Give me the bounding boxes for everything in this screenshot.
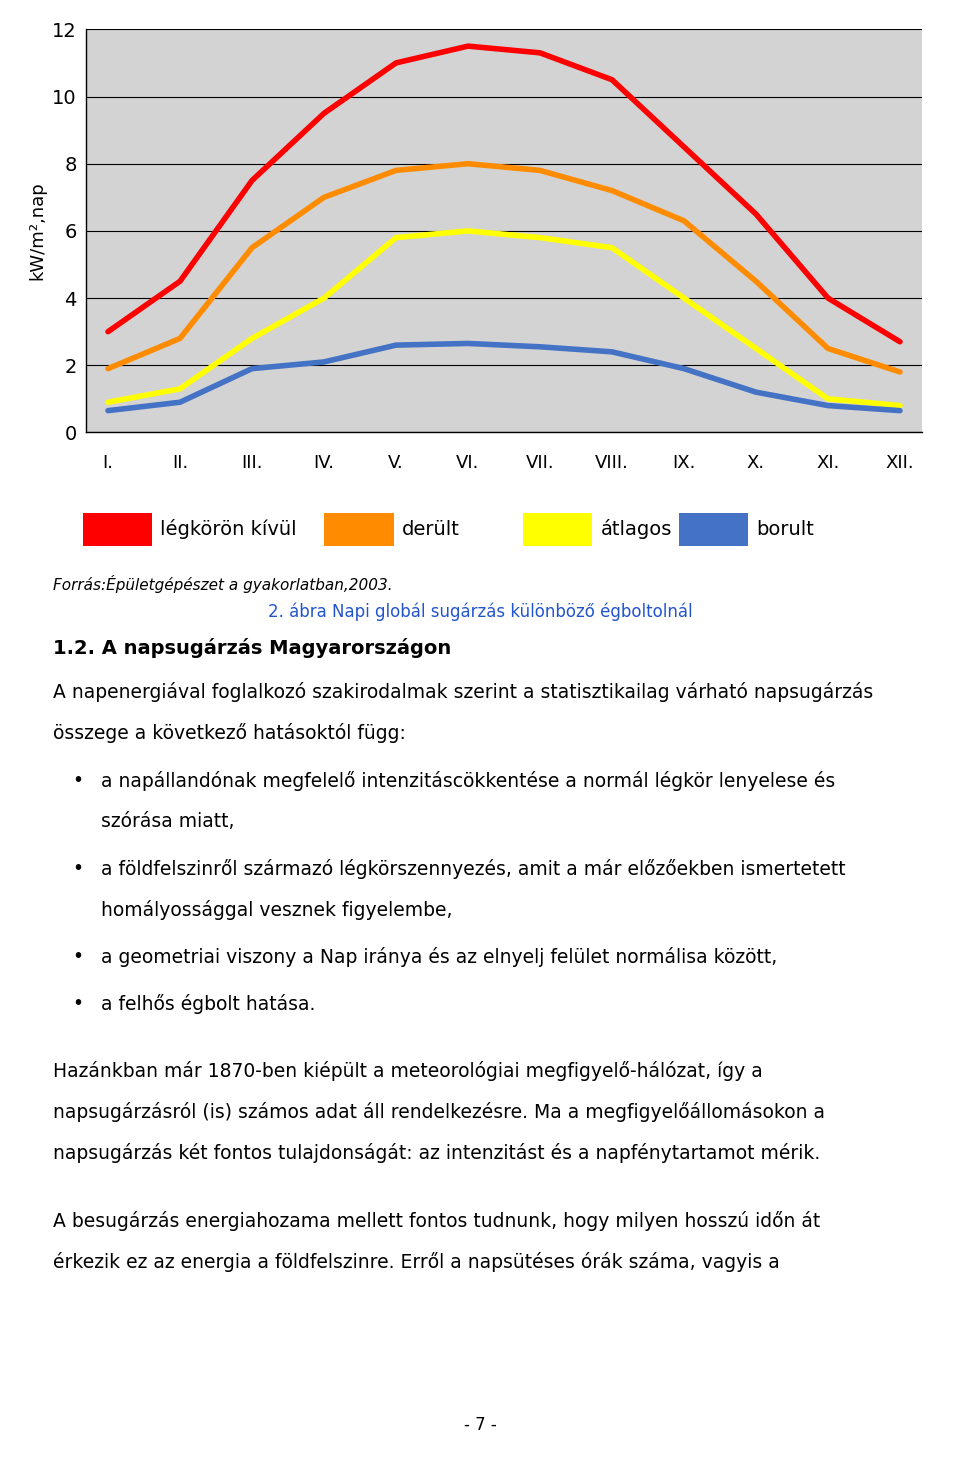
Text: A napenergiával foglalkozó szakirodalmak szerint a statisztikailag várható napsu: A napenergiával foglalkozó szakirodalmak… xyxy=(53,682,873,702)
Text: VI.: VI. xyxy=(456,454,480,472)
Text: •: • xyxy=(72,771,84,790)
FancyBboxPatch shape xyxy=(83,513,152,547)
Y-axis label: kW/m²,nap: kW/m²,nap xyxy=(29,182,46,280)
Text: 1.2. A napsugárzás Magyarországon: 1.2. A napsugárzás Magyarországon xyxy=(53,638,451,658)
Text: III.: III. xyxy=(241,454,263,472)
Text: napsugárzás két fontos tulajdonságát: az intenzitást és a napfénytartamot mérik.: napsugárzás két fontos tulajdonságát: az… xyxy=(53,1143,820,1164)
FancyBboxPatch shape xyxy=(324,513,394,547)
Text: A besugárzás energiahozama mellett fontos tudnunk, hogy milyen hosszú időn át: A besugárzás energiahozama mellett fonto… xyxy=(53,1211,820,1231)
Text: borult: borult xyxy=(756,520,814,538)
Text: a napállandónak megfelelő intenzitáscökkentése a normál légkör lenyelese és: a napállandónak megfelelő intenzitáscökk… xyxy=(101,771,835,792)
Text: - 7 -: - 7 - xyxy=(464,1416,496,1434)
Text: szórása miatt,: szórása miatt, xyxy=(101,812,234,831)
Text: a geometriai viszony a Nap iránya és az elnyelj felület normálisa között,: a geometriai viszony a Nap iránya és az … xyxy=(101,947,777,968)
Text: átlagos: átlagos xyxy=(601,519,672,539)
Text: a földfelszinről származó légkörszennyezés, amit a már előzőekben ismertetett: a földfelszinről származó légkörszennyez… xyxy=(101,859,846,880)
Text: VIII.: VIII. xyxy=(595,454,629,472)
Text: •: • xyxy=(72,947,84,966)
FancyBboxPatch shape xyxy=(523,513,592,547)
Text: derült: derült xyxy=(402,520,460,538)
Text: VII.: VII. xyxy=(526,454,554,472)
Text: I.: I. xyxy=(103,454,113,472)
Text: Hazánkban már 1870-ben kiépült a meteorológiai megfigyelő-hálózat, így a: Hazánkban már 1870-ben kiépült a meteoro… xyxy=(53,1061,762,1082)
Text: XII.: XII. xyxy=(886,454,914,472)
Text: napsugárzásról (is) számos adat áll rendelkezésre. Ma a megfigyelőállomásokon a: napsugárzásról (is) számos adat áll rend… xyxy=(53,1102,825,1123)
Text: Forrás:Épületgépészet a gyakorlatban,2003.: Forrás:Épületgépészet a gyakorlatban,200… xyxy=(53,575,393,592)
Text: érkezik ez az energia a földfelszinre. Erről a napsütéses órák száma, vagyis a: érkezik ez az energia a földfelszinre. E… xyxy=(53,1252,780,1272)
FancyBboxPatch shape xyxy=(679,513,748,547)
Text: IV.: IV. xyxy=(314,454,334,472)
Text: XI.: XI. xyxy=(816,454,840,472)
Text: 2. ábra Napi globál sugárzás különböző égboltolnál: 2. ábra Napi globál sugárzás különböző é… xyxy=(268,603,692,622)
Text: homályossággal vesznek figyelembe,: homályossággal vesznek figyelembe, xyxy=(101,900,452,921)
Text: •: • xyxy=(72,994,84,1013)
Text: IX.: IX. xyxy=(672,454,696,472)
Text: légkörön kívül: légkörön kívül xyxy=(160,519,297,539)
Text: •: • xyxy=(72,859,84,878)
Text: X.: X. xyxy=(747,454,765,472)
Text: V.: V. xyxy=(388,454,404,472)
Text: összege a következő hatásoktól függ:: összege a következő hatásoktól függ: xyxy=(53,723,406,743)
Text: II.: II. xyxy=(172,454,188,472)
Text: a felhős égbolt hatása.: a felhős égbolt hatása. xyxy=(101,994,315,1014)
